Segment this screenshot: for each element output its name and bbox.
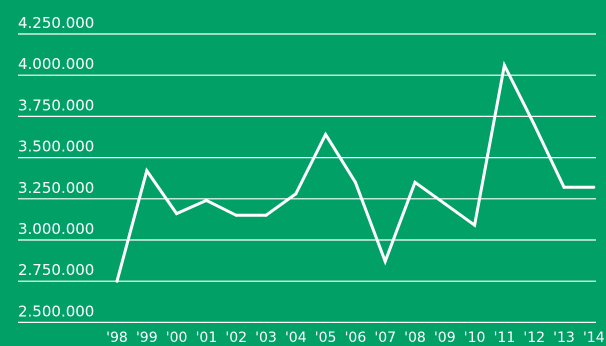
data-point: [473, 223, 477, 227]
data-point: [443, 202, 447, 206]
series-line: [115, 60, 594, 282]
y-tick-label: 3.750.000: [18, 96, 94, 114]
x-tick-label: '03: [255, 330, 277, 346]
series-layer: [115, 60, 596, 283]
data-point: [324, 133, 328, 137]
x-tick-label: '11: [494, 330, 516, 346]
data-point: [234, 213, 238, 217]
data-point: [175, 212, 179, 216]
data-point: [502, 63, 506, 67]
x-tick-label: '08: [404, 330, 426, 346]
data-point: [204, 198, 208, 202]
x-tick-label: '10: [464, 330, 486, 346]
data-point: [264, 213, 268, 217]
y-tick-label: 3.000.000: [18, 220, 94, 238]
x-tick-label: '09: [434, 330, 456, 346]
x-axis-tick-labels: '98 '99 '00 '01 '02 '03 '04 '05 '06 '07 '08 '09 '10 '…: [106, 330, 605, 346]
y-tick-label: 2.750.000: [18, 261, 94, 279]
gridlines: [18, 33, 596, 323]
data-point: [383, 259, 387, 263]
x-tick-label: '07: [374, 330, 396, 346]
y-tick-label: 4.000.000: [18, 55, 94, 73]
x-tick-label: '01: [196, 330, 218, 346]
data-point: [115, 279, 119, 283]
y-axis-tick-labels: 4.250.000 4.000.000 3.750.000 3.500.000 3.25…: [18, 14, 94, 320]
x-tick-label: '05: [315, 330, 337, 346]
x-tick-label: '06: [345, 330, 367, 346]
data-point: [294, 192, 298, 196]
x-tick-label: '00: [166, 330, 188, 346]
x-tick-label: '02: [225, 330, 247, 346]
data-point: [532, 123, 536, 127]
x-tick-label: '99: [136, 330, 158, 346]
data-point: [413, 180, 417, 184]
y-tick-label: 2.500.000: [18, 302, 94, 320]
y-tick-label: 3.500.000: [18, 138, 94, 156]
x-tick-label: '04: [285, 330, 307, 346]
y-tick-label: 4.250.000: [18, 14, 94, 32]
data-point: [592, 185, 596, 189]
x-tick-label: '13: [553, 330, 575, 346]
x-tick-label: '98: [106, 330, 128, 346]
x-tick-label: '14: [583, 330, 605, 346]
data-point: [562, 185, 566, 189]
data-point: [353, 180, 357, 184]
data-point: [145, 169, 149, 173]
x-tick-label: '12: [523, 330, 545, 346]
y-tick-label: 3.250.000: [18, 179, 94, 197]
